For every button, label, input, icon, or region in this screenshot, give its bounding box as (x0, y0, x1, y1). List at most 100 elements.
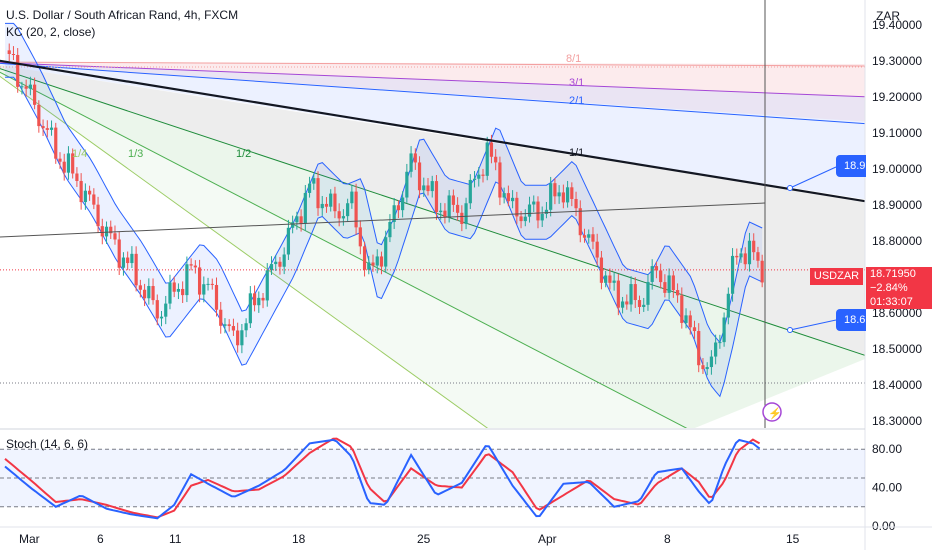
candle-body (261, 297, 265, 301)
candle-body (134, 253, 138, 286)
candle-body (519, 216, 523, 222)
candle-body (697, 331, 701, 366)
candle-body (388, 221, 392, 238)
candle-body (439, 210, 443, 213)
candle-body (240, 330, 244, 346)
candle-body (532, 201, 536, 205)
lower-marker[interactable]: 18.6 (836, 309, 866, 331)
time-tick-label: 11 (169, 532, 182, 546)
candle-body (477, 174, 481, 179)
candle-body (722, 317, 726, 343)
time-tick-label: Mar (19, 532, 40, 546)
lower-marker-link (789, 319, 837, 331)
candle-body (333, 193, 337, 212)
candle-body (502, 193, 506, 198)
candle-body (147, 286, 151, 299)
candle-body (88, 190, 92, 195)
candle-body (684, 315, 688, 323)
candle-body (358, 227, 362, 247)
candle-body (743, 253, 747, 265)
candle-body (654, 266, 659, 271)
time-tick-label: Apr (538, 532, 557, 546)
candle-body (291, 222, 295, 228)
candle-body (451, 195, 455, 205)
keltner-lower (5, 76, 763, 398)
candle-body (231, 326, 236, 331)
fan-label: 1/3 (128, 148, 143, 160)
candle-body (726, 293, 730, 318)
lower-marker-dot (787, 327, 793, 333)
candle-body (350, 191, 354, 204)
candle-body (299, 216, 303, 224)
stoch-label: Stoch (14, 6, 6) (6, 437, 89, 451)
candle-body (472, 178, 477, 180)
keltner-fill (5, 23, 763, 397)
candle-body (481, 174, 485, 176)
candle-body (320, 203, 324, 209)
candle-body (83, 190, 87, 203)
candle-body (54, 127, 58, 159)
candle-body (307, 183, 312, 193)
price-tick-label: 18.40000 (872, 378, 922, 392)
candle-body (409, 153, 413, 172)
candle-body (523, 216, 527, 222)
candle-body (168, 282, 172, 304)
candle-body (574, 198, 578, 209)
candle-body (282, 254, 286, 267)
fan-line-1-4 (0, 75, 489, 428)
upper-marker[interactable]: 18.9 (836, 155, 866, 177)
candle-body (637, 300, 642, 307)
candle-body (506, 193, 510, 202)
candle-body (384, 237, 388, 267)
price-change: −2.84% (870, 282, 908, 294)
candle-body (549, 183, 553, 210)
stoch-tick-label: 80.00 (872, 442, 902, 456)
candle-body (130, 253, 134, 264)
candle-body (151, 286, 155, 301)
candle-body (37, 104, 41, 127)
price-tick-label: 18.80000 (872, 234, 922, 248)
candle-body (625, 301, 629, 305)
candle-body (498, 162, 502, 198)
candle-body (604, 275, 608, 283)
fan-label: 2/1 (569, 95, 584, 107)
candle-body (71, 153, 75, 174)
grey-trendline (0, 202, 766, 238)
candle-body (265, 270, 269, 301)
candle-body (66, 153, 71, 173)
candle-body (176, 288, 181, 292)
candle-body (405, 171, 409, 198)
candle-body (45, 128, 49, 130)
candle-body (109, 226, 113, 234)
candle-body (303, 192, 307, 224)
candle-body (269, 264, 274, 271)
main-trendline (0, 59, 865, 203)
candle-body (172, 282, 176, 292)
candle-body (244, 323, 248, 331)
candle-body (16, 54, 20, 87)
candle-body (189, 264, 193, 266)
candle-body (667, 275, 671, 293)
candle-body (595, 241, 599, 258)
time-tick-label: 15 (786, 532, 800, 546)
fan-zone-green (0, 68, 865, 428)
candle-body (155, 300, 159, 319)
price-tick-label: 18.60000 (872, 306, 922, 320)
candle-body (527, 204, 532, 217)
candle-body (456, 204, 460, 213)
candle-body (379, 256, 384, 267)
candle-body (248, 293, 252, 324)
candle-body (117, 239, 121, 268)
fan-line-1-3 (0, 71, 688, 428)
candle-body (227, 324, 231, 327)
candle-body (714, 342, 718, 357)
candle-body (58, 158, 62, 162)
fan-label: 3/1 (569, 77, 584, 89)
candle-body (113, 233, 117, 240)
candle-body (760, 260, 764, 283)
candle-body (401, 197, 405, 211)
candle-body (426, 185, 430, 192)
candle-body (28, 84, 32, 89)
